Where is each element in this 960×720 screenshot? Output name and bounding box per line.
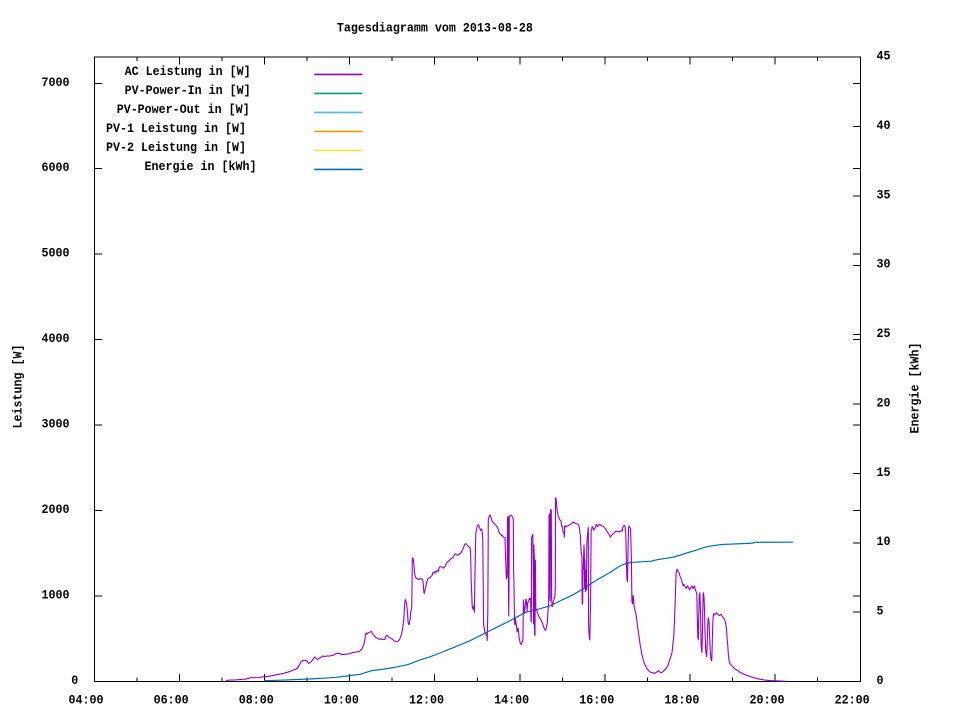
svg-text:20:00: 20:00 (749, 692, 784, 707)
svg-text:5000: 5000 (42, 246, 70, 261)
svg-text:06:00: 06:00 (154, 692, 189, 707)
svg-text:20: 20 (877, 395, 891, 410)
svg-text:PV-2 Leistung in [W]: PV-2 Leistung in [W] (106, 140, 246, 155)
svg-text:PV-Power-In in [W]: PV-Power-In in [W] (125, 83, 251, 98)
svg-text:7000: 7000 (42, 75, 70, 90)
svg-text:Tagesdiagramm vom 2013-08-28: Tagesdiagramm vom 2013-08-28 (337, 20, 533, 35)
svg-text:Energie [kWh]: Energie [kWh] (908, 343, 923, 434)
svg-text:Leistung [W]: Leistung [W] (11, 345, 26, 429)
svg-text:16:00: 16:00 (579, 692, 614, 707)
svg-text:5: 5 (877, 604, 884, 619)
svg-text:22:00: 22:00 (835, 692, 870, 707)
svg-text:14:00: 14:00 (494, 692, 529, 707)
svg-text:2000: 2000 (42, 502, 70, 517)
svg-text:25: 25 (877, 326, 891, 341)
svg-text:PV-1 Leistung in [W]: PV-1 Leistung in [W] (106, 121, 246, 136)
svg-text:0: 0 (71, 673, 78, 688)
svg-text:30: 30 (877, 257, 891, 272)
svg-text:Energie in [kWh]: Energie in [kWh] (145, 159, 257, 174)
svg-text:PV-Power-Out in [W]: PV-Power-Out in [W] (117, 102, 250, 117)
svg-text:4000: 4000 (42, 331, 70, 346)
svg-text:40: 40 (877, 118, 891, 133)
svg-text:10: 10 (877, 534, 891, 549)
svg-text:45: 45 (877, 49, 891, 64)
svg-text:08:00: 08:00 (239, 692, 274, 707)
svg-text:18:00: 18:00 (664, 692, 699, 707)
svg-text:6000: 6000 (42, 160, 70, 175)
svg-text:1000: 1000 (42, 588, 70, 603)
svg-text:04:00: 04:00 (69, 692, 104, 707)
svg-text:0: 0 (877, 673, 884, 688)
svg-text:35: 35 (877, 187, 891, 202)
svg-text:15: 15 (877, 465, 891, 480)
svg-text:AC Leistung in [W]: AC Leistung in [W] (125, 64, 251, 79)
svg-text:10:00: 10:00 (324, 692, 359, 707)
svg-text:12:00: 12:00 (409, 692, 444, 707)
svg-text:3000: 3000 (42, 417, 70, 432)
